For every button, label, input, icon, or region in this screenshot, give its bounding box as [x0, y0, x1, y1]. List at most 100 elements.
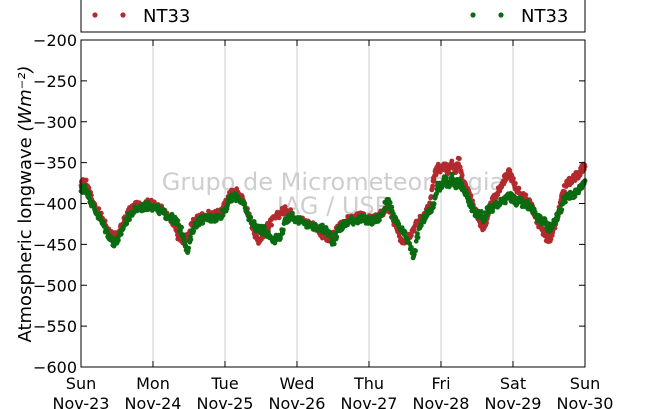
data-point	[86, 195, 92, 201]
data-point	[269, 222, 274, 228]
y-axis-label: Atmospheric longwave (Wm⁻²)	[15, 65, 36, 342]
data-point	[276, 215, 282, 221]
data-point	[413, 238, 419, 244]
y-tick-label: −350	[33, 154, 77, 173]
x-tick-label-date: Nov-25	[197, 394, 254, 409]
data-point	[333, 230, 338, 236]
data-point	[188, 237, 194, 243]
legend-marker	[92, 12, 98, 18]
data-point	[411, 252, 417, 257]
data-point	[405, 236, 411, 242]
x-tick-label-day: Thu	[353, 374, 384, 393]
data-point	[179, 224, 185, 230]
x-tick-label-day: Sat	[500, 374, 526, 393]
data-point	[581, 167, 587, 172]
data-point	[415, 231, 420, 237]
data-point	[466, 195, 472, 201]
legend-label: NT33	[521, 6, 568, 27]
data-point	[459, 181, 465, 186]
x-tick-label-date: Nov-28	[413, 394, 470, 409]
data-point	[282, 204, 288, 210]
data-point	[382, 206, 388, 211]
data-point	[162, 210, 168, 216]
data-point	[215, 207, 221, 213]
data-point	[434, 191, 439, 196]
data-point	[443, 175, 449, 181]
data-point	[281, 227, 286, 233]
data-point	[96, 206, 102, 212]
data-point	[208, 212, 214, 218]
data-point	[513, 181, 518, 186]
data-point	[449, 171, 455, 177]
data-point	[563, 199, 568, 205]
data-point	[389, 204, 395, 210]
data-point	[87, 191, 92, 197]
x-tick-label-date: Nov-26	[269, 394, 326, 409]
data-point	[278, 235, 283, 241]
data-point	[82, 183, 88, 189]
data-point	[387, 200, 393, 206]
x-tick-label-date: Nov-29	[485, 394, 542, 409]
y-tick-label: −550	[33, 317, 77, 336]
x-tick-label-day: Fri	[431, 374, 450, 393]
data-point	[242, 201, 248, 207]
data-point	[457, 156, 462, 162]
y-tick-label: −300	[33, 113, 77, 132]
data-point	[511, 176, 516, 181]
x-tick-label-day: Sun	[66, 374, 96, 393]
data-point	[402, 230, 408, 235]
y-axis: −200 −250 −300 −350 −400 −450 −500 −550 −600	[33, 31, 585, 377]
y-tick-label: −500	[33, 276, 77, 295]
legend: NT33 NT33	[92, 6, 568, 27]
data-point	[175, 218, 181, 224]
data-point	[313, 221, 318, 227]
data-point	[516, 185, 522, 191]
y-tick-label: −400	[33, 195, 77, 214]
data-points	[78, 155, 588, 261]
data-point	[288, 207, 294, 213]
data-point	[118, 231, 124, 237]
data-point	[464, 192, 470, 197]
data-point	[549, 225, 555, 231]
y-tick-label: −250	[33, 72, 77, 91]
data-point	[548, 236, 554, 242]
y-tick-label: −600	[33, 358, 77, 377]
data-point	[484, 213, 489, 219]
data-point	[431, 201, 437, 207]
data-point	[331, 241, 337, 247]
y-axis-label-text: Atmospheric longwave	[15, 137, 36, 342]
x-tick-label-date: Nov-30	[557, 394, 614, 409]
x-tick-label-day: Mon	[136, 374, 170, 393]
data-point	[482, 216, 488, 222]
x-tick-label-day: Wed	[280, 374, 315, 393]
data-point	[413, 248, 418, 254]
data-point	[200, 220, 206, 226]
x-tick-label-date: Nov-23	[53, 394, 110, 409]
data-point	[262, 225, 267, 230]
data-point	[503, 200, 508, 206]
y-tick-label: −450	[33, 235, 77, 254]
data-point	[479, 209, 484, 214]
y-tick-label: −200	[33, 31, 77, 50]
data-point	[104, 228, 110, 233]
data-point	[186, 245, 192, 251]
x-tick-label-date: Nov-24	[125, 394, 182, 409]
data-point	[169, 211, 175, 217]
x-tick-label-day: Tue	[210, 374, 238, 393]
data-point	[457, 164, 463, 170]
data-point	[431, 178, 437, 184]
data-point	[83, 177, 89, 183]
data-point	[229, 198, 235, 204]
data-point	[320, 222, 325, 228]
data-point	[191, 228, 197, 234]
data-point	[549, 233, 555, 238]
data-point	[100, 219, 106, 225]
data-point	[495, 192, 501, 198]
data-point	[433, 172, 439, 178]
data-point	[415, 235, 421, 240]
legend-marker	[120, 12, 126, 18]
data-point	[555, 215, 561, 221]
y-axis-label-unit: (Wm⁻²)	[15, 65, 36, 131]
